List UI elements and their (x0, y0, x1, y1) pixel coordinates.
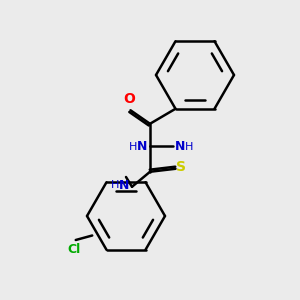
Text: N: N (137, 140, 148, 153)
Text: Cl: Cl (68, 243, 81, 256)
Text: H: H (111, 180, 120, 190)
Text: N: N (119, 179, 130, 192)
Text: H: H (129, 142, 138, 152)
Text: O: O (123, 92, 135, 106)
Text: H: H (185, 142, 193, 152)
Text: N: N (175, 140, 185, 153)
Text: S: S (176, 160, 186, 174)
